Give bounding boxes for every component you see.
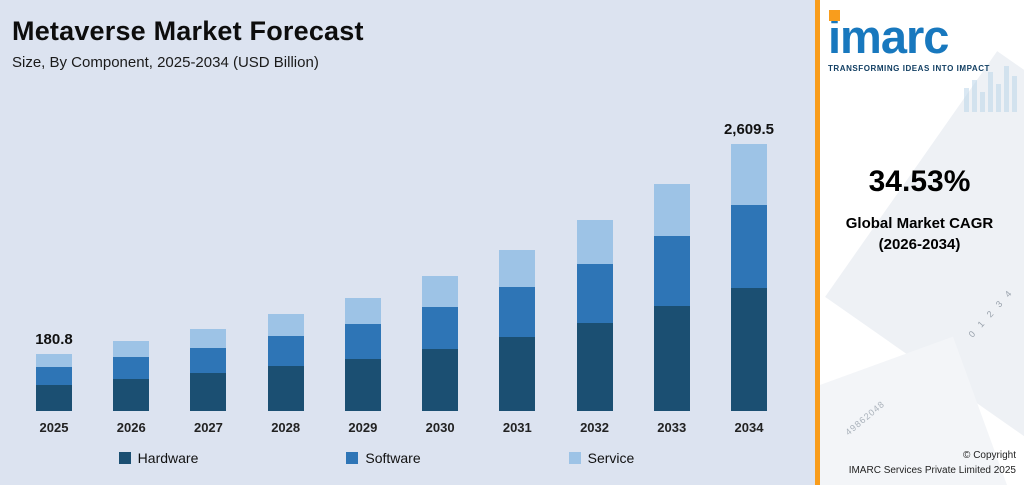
- logo-tagline: TRANSFORMING IDEAS INTO IMPACT: [828, 64, 990, 74]
- legend-label: Software: [365, 450, 421, 466]
- x-axis-label: 2027: [193, 420, 223, 435]
- bar-segment-service: [267, 314, 304, 336]
- bar-segment-software: [499, 287, 536, 337]
- bar-segment-software: [36, 367, 72, 385]
- software-swatch-icon: [346, 452, 359, 464]
- x-axis-label: 2029: [348, 420, 378, 435]
- chart-title: Metaverse Market Forecast: [12, 16, 364, 46]
- stacked-bar: [344, 298, 381, 411]
- bar-segment-software: [576, 264, 613, 323]
- bar-segment-software: [344, 324, 381, 359]
- copyright-line1: © Copyright: [963, 450, 1016, 461]
- bar-segment-service: [36, 354, 72, 367]
- bar-column-2033: 2033: [636, 71, 708, 437]
- cagr-label: Global Market CAGR (2026-2034): [821, 213, 1018, 255]
- bar-segment-service: [730, 144, 767, 205]
- orange-accent-stripe: [815, 0, 820, 485]
- bar-segment-service: [190, 329, 227, 348]
- stacked-bar: [653, 184, 690, 411]
- logo-text: imarc: [828, 10, 949, 63]
- side-panel: 0 1 2 3 4 49862048 imarc TRANSFORMING ID…: [815, 0, 1024, 485]
- bar-segment-software: [113, 357, 150, 379]
- bar-column-2031: 2031: [481, 71, 553, 437]
- bar-segment-hardware: [499, 337, 536, 411]
- chart-legend: Hardware Software Service: [12, 437, 801, 479]
- legend-label: Service: [587, 450, 635, 466]
- x-axis-label: 2030: [425, 420, 455, 435]
- bar-segment-software: [422, 307, 459, 349]
- bar-segment-hardware: [344, 359, 381, 411]
- logo-flag-icon: [829, 10, 840, 21]
- bar-value-label: 2,609.5: [723, 121, 774, 138]
- stacked-bar: [267, 314, 304, 411]
- decorative-bar-chart-icon: [964, 66, 1017, 112]
- bar-segment-hardware: [267, 366, 304, 411]
- hardware-swatch-icon: [118, 452, 131, 464]
- bar-segment-software: [653, 236, 690, 306]
- stacked-bar: [499, 250, 536, 411]
- chart-subtitle: Size, By Component, 2025-2034 (USD Billi…: [12, 54, 319, 71]
- stacked-bar: [190, 329, 227, 411]
- bar-value-label: 180.8: [35, 331, 73, 348]
- bar-segment-hardware: [190, 373, 227, 411]
- bar-segment-hardware: [576, 323, 613, 411]
- bar-segment-service: [576, 220, 613, 264]
- bar-column-2026: 2026: [95, 71, 167, 437]
- bar-column-2027: 2027: [172, 71, 244, 437]
- bar-column-2025: 180.8 2025: [18, 71, 90, 437]
- bar-segment-hardware: [113, 379, 150, 411]
- bar-column-2030: 2030: [404, 71, 476, 437]
- x-axis-label: 2031: [502, 420, 532, 435]
- bar-segment-service: [499, 250, 536, 287]
- stacked-bar-chart: 180.8 2025 2026 2027 2028 2029 2030 2031 2032 203…: [12, 71, 801, 437]
- stacked-bar: [422, 276, 459, 411]
- service-swatch-icon: [568, 452, 581, 464]
- legend-item-hardware: Hardware: [118, 450, 199, 466]
- stacked-bar: [730, 144, 767, 411]
- copyright-notice: © Copyright IMARC Services Private Limit…: [849, 448, 1016, 478]
- bar-segment-software: [730, 205, 767, 288]
- bar-segment-service: [113, 341, 150, 357]
- stacked-bar: [113, 341, 150, 411]
- bar-column-2029: 2029: [327, 71, 399, 437]
- imarc-logo: imarc TRANSFORMING IDEAS INTO IMPACT: [815, 0, 1024, 73]
- legend-item-service: Service: [568, 450, 635, 466]
- chart-section: Metaverse Market Forecast Size, By Compo…: [0, 0, 815, 485]
- cagr-block: 34.53% Global Market CAGR (2026-2034): [815, 165, 1024, 255]
- bar-column-2028: 2028: [250, 71, 322, 437]
- x-axis-label: 2028: [271, 420, 301, 435]
- x-axis-label: 2025: [39, 420, 69, 435]
- bar-segment-software: [267, 336, 304, 366]
- legend-item-software: Software: [346, 450, 421, 466]
- x-axis-label: 2032: [580, 420, 609, 435]
- cagr-value: 34.53%: [868, 165, 971, 199]
- bar-segment-hardware: [422, 349, 459, 411]
- bar-column-2034: 2,609.5 2034: [713, 71, 785, 437]
- bar-column-2032: 2032: [559, 71, 631, 437]
- logo-wrap: imarc: [828, 10, 949, 63]
- bar-segment-hardware: [36, 385, 72, 411]
- x-axis-label: 2026: [116, 420, 146, 435]
- bar-segment-software: [190, 348, 227, 373]
- bar-segment-hardware: [730, 288, 767, 411]
- bar-segment-service: [653, 184, 690, 236]
- bar-segment-hardware: [653, 306, 690, 411]
- cagr-label-line1: Global Market CAGR: [845, 215, 994, 233]
- x-axis-label: 2034: [734, 420, 764, 435]
- copyright-line2: IMARC Services Private Limited 2025: [848, 465, 1016, 476]
- stacked-bar: [576, 220, 613, 411]
- x-axis-label: 2033: [657, 420, 687, 435]
- bar-segment-service: [422, 276, 459, 307]
- stacked-bar: [36, 354, 72, 411]
- cagr-label-line2: (2026-2034): [878, 236, 961, 254]
- legend-label: Hardware: [137, 450, 199, 466]
- bar-segment-service: [344, 298, 381, 324]
